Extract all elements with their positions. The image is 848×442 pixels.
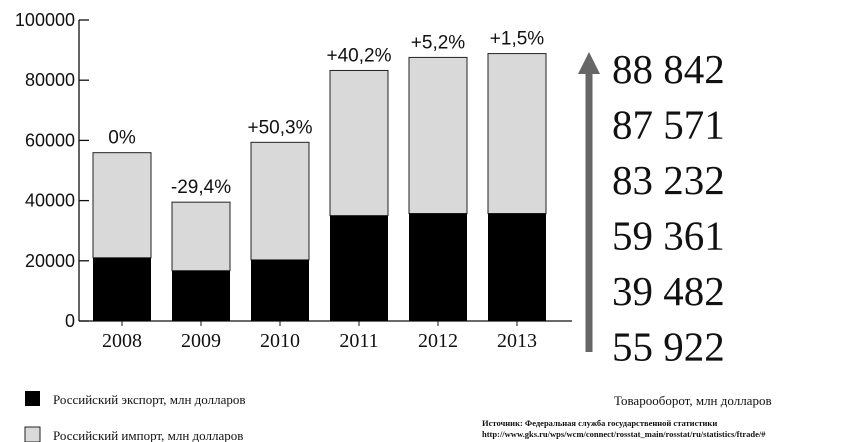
change-label: 0% [108, 128, 136, 149]
legend-swatch-export [25, 391, 40, 406]
y-tick-label: 40000 [25, 191, 75, 211]
bar-export-2012 [409, 213, 467, 321]
bar-import-2010 [250, 141, 310, 261]
bar-import-2009 [171, 201, 231, 272]
change-label: -29,4% [171, 177, 231, 198]
arrow-head [578, 52, 600, 74]
turnover-value: 88 842 [612, 46, 725, 92]
y-tick-label: 100000 [15, 10, 75, 30]
turnover-value: 83 232 [612, 157, 725, 203]
change-label: +1,5% [490, 29, 545, 50]
x-tick-label: 2010 [260, 330, 300, 352]
bar-export-2013 [488, 213, 546, 321]
turnover-value: 55 922 [612, 324, 725, 370]
legend-label-import: Российский импорт, млн долларов [53, 428, 243, 442]
bar-export-2010 [251, 259, 309, 321]
bars [92, 53, 547, 321]
y-tick-label: 20000 [25, 251, 75, 271]
turnover-label: Товарооборот, млн долларов [614, 393, 772, 408]
y-tick-label: 0 [65, 311, 75, 331]
bar-import-2008 [92, 152, 152, 259]
bar-export-2008 [93, 257, 151, 321]
x-ticks: 2008 2009 2010 2011 2012 2013 [102, 321, 537, 352]
turnover-value: 59 361 [612, 213, 725, 259]
turnover-value: 87 571 [612, 102, 725, 148]
turnover-values: 88 842 87 571 83 232 59 361 39 482 55 922 [612, 46, 725, 370]
change-label: +50,3% [248, 117, 313, 138]
y-tick-label: 60000 [25, 130, 75, 150]
source-line-2: http://www.gks.ru/wps/wcm/connect/rossta… [482, 429, 766, 439]
x-tick-label: 2009 [181, 330, 221, 352]
bar-export-2009 [172, 270, 230, 321]
change-labels: 0% -29,4% +50,3% +40,2% +5,2% +1,5% [108, 29, 544, 199]
bar-export-2011 [330, 215, 388, 321]
y-tick-label: 80000 [25, 70, 75, 90]
x-tick-label: 2012 [418, 330, 458, 352]
bar-import-2013 [487, 53, 547, 215]
bar-import-2012 [408, 56, 468, 215]
x-tick-label: 2011 [339, 330, 378, 352]
y-ticks: 0 20000 40000 60000 80000 100000 [15, 10, 89, 331]
x-tick-label: 2008 [102, 330, 142, 352]
turnover-value: 39 482 [612, 268, 725, 314]
turnover-arrow [578, 52, 600, 352]
bar-import-2011 [329, 69, 389, 217]
legend-label-export: Российский экспорт, млн долларов [53, 392, 246, 407]
x-tick-label: 2013 [497, 330, 537, 352]
source-line-1: Источник: Федеральная служба государстве… [482, 418, 717, 428]
change-label: +5,2% [411, 32, 466, 53]
legend-swatch-import [24, 426, 41, 442]
change-label: +40,2% [327, 45, 392, 66]
